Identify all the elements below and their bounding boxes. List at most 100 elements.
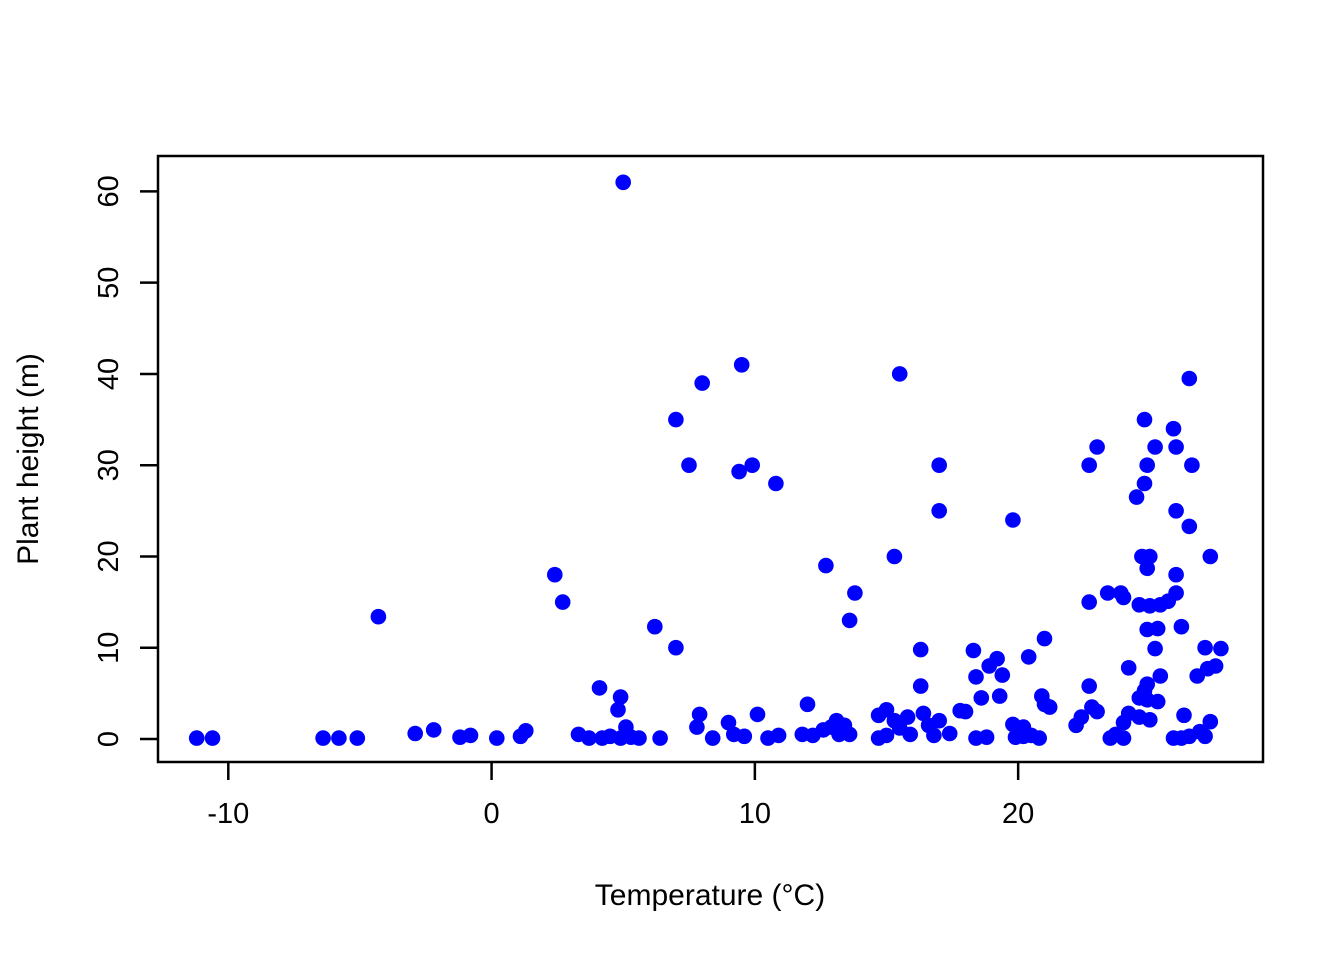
- data-point: [931, 457, 947, 474]
- data-point: [1184, 457, 1200, 474]
- data-point: [204, 730, 221, 746]
- data-point: [1181, 518, 1198, 535]
- data-point: [941, 725, 958, 742]
- data-point: [1147, 439, 1163, 455]
- data-point: [462, 727, 479, 744]
- data-point: [1181, 370, 1198, 387]
- data-point: [1173, 618, 1190, 635]
- data-point: [1036, 630, 1053, 647]
- data-point: [1197, 728, 1213, 745]
- data-point: [899, 709, 916, 725]
- data-point: [188, 730, 205, 746]
- data-point: [1139, 457, 1155, 474]
- data-point: [878, 727, 895, 744]
- data-point: [733, 357, 750, 373]
- data-point: [631, 730, 647, 746]
- data-point: [818, 557, 834, 574]
- data-point: [1168, 566, 1184, 583]
- data-point: [1147, 640, 1163, 657]
- data-point: [1128, 489, 1145, 505]
- data-point: [689, 719, 705, 735]
- data-point: [847, 585, 863, 601]
- data-point: [973, 690, 990, 706]
- data-point: [681, 457, 697, 474]
- data-point: [668, 639, 684, 656]
- data-point: [370, 608, 387, 625]
- data-point: [581, 730, 597, 746]
- data-point: [1115, 730, 1132, 746]
- data-point: [1202, 548, 1219, 565]
- data-point: [878, 702, 895, 718]
- data-point: [994, 667, 1011, 683]
- data-point: [668, 411, 684, 428]
- data-point: [1089, 439, 1105, 455]
- y-tick-label: 20: [93, 540, 125, 572]
- data-point: [720, 714, 737, 731]
- data-point: [991, 688, 1008, 704]
- data-point: [1152, 668, 1169, 684]
- y-tick-label: 50: [93, 267, 125, 299]
- x-tick-label: 20: [1002, 798, 1034, 830]
- data-point: [547, 566, 563, 583]
- y-tick-label: 40: [93, 358, 125, 390]
- data-point: [1073, 709, 1090, 725]
- data-point: [425, 722, 442, 738]
- data-point: [926, 727, 942, 744]
- x-axis: -10 0 10 20: [207, 762, 1034, 830]
- data-point: [615, 174, 631, 191]
- x-tick-label: 10: [739, 798, 771, 830]
- data-point: [1081, 678, 1097, 694]
- data-point: [610, 702, 626, 718]
- data-point: [841, 612, 858, 629]
- data-point: [1120, 660, 1137, 676]
- data-point: [1089, 703, 1105, 720]
- data-point: [886, 548, 903, 565]
- data-point: [912, 641, 929, 658]
- data-point: [989, 650, 1005, 667]
- data-point: [902, 726, 918, 743]
- data-point: [618, 719, 634, 735]
- data-point: [1139, 560, 1155, 577]
- x-axis-title: Temperature (°C): [595, 879, 825, 912]
- data-point: [1149, 620, 1166, 637]
- data-point: [965, 642, 982, 659]
- data-point: [799, 696, 816, 713]
- data-point: [652, 730, 668, 746]
- data-point: [349, 730, 366, 746]
- data-point: [915, 705, 932, 722]
- data-point: [647, 618, 663, 635]
- data-point: [1081, 594, 1097, 610]
- data-point: [912, 678, 929, 694]
- points-layer: [188, 174, 1229, 746]
- data-point: [1142, 712, 1158, 728]
- data-point: [1202, 713, 1219, 730]
- data-point: [1099, 585, 1116, 601]
- data-point: [1139, 676, 1155, 692]
- data-point: [931, 503, 947, 519]
- data-point: [749, 706, 766, 723]
- data-point: [1081, 457, 1097, 474]
- data-point: [591, 680, 608, 696]
- data-point: [1149, 693, 1166, 710]
- data-point: [1041, 699, 1058, 715]
- y-tick-label: 60: [93, 175, 125, 207]
- plot-frame: [156, 154, 1265, 764]
- data-point: [704, 730, 721, 746]
- data-point: [1165, 420, 1182, 437]
- data-point: [1168, 439, 1184, 455]
- y-tick-label: 30: [93, 449, 125, 481]
- y-axis-title: Plant height (m): [12, 353, 45, 565]
- data-point: [1168, 503, 1184, 519]
- data-point: [691, 706, 708, 723]
- data-point: [731, 463, 747, 480]
- data-point: [612, 689, 629, 705]
- data-point: [841, 726, 858, 743]
- data-point: [978, 729, 995, 745]
- data-point: [1181, 728, 1198, 745]
- data-point: [1168, 585, 1184, 601]
- x-tick-label: 0: [484, 798, 500, 830]
- data-point: [518, 723, 534, 739]
- data-point: [554, 594, 571, 610]
- data-point: [770, 727, 787, 744]
